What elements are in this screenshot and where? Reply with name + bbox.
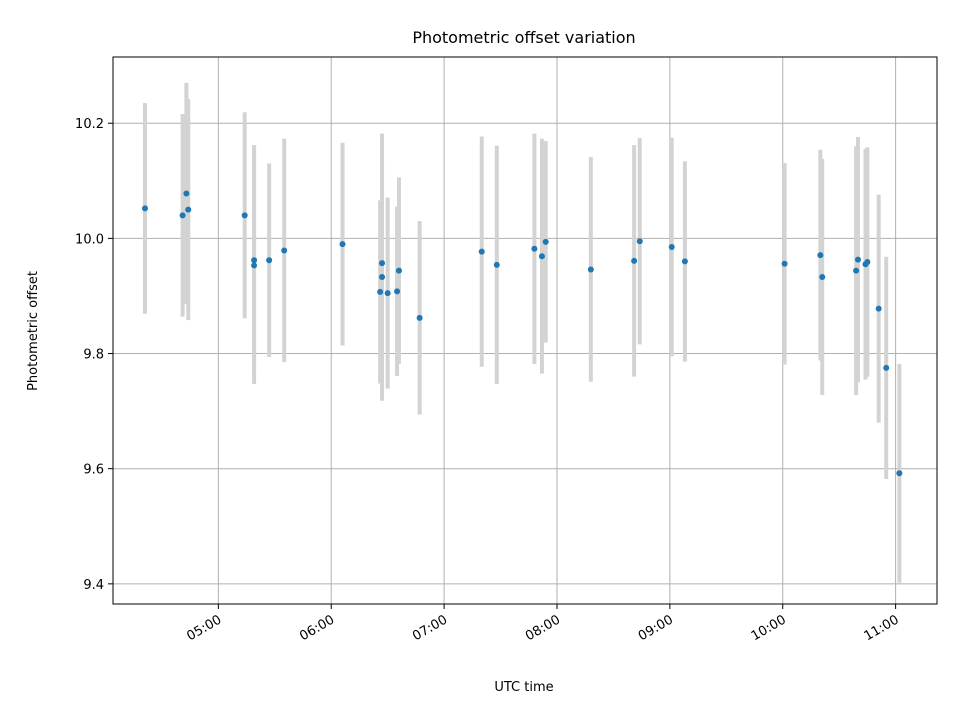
data-point (542, 238, 549, 245)
data-point (266, 257, 273, 264)
y-tick-label: 10.0 (75, 232, 104, 247)
data-point (241, 212, 248, 219)
data-point (281, 247, 288, 254)
y-axis-label: Photometric offset (26, 271, 41, 391)
data-point (883, 364, 890, 371)
data-point (896, 470, 903, 477)
data-point (631, 257, 638, 264)
data-point (179, 212, 186, 219)
data-point (185, 206, 192, 213)
data-point (864, 258, 871, 265)
data-point (668, 244, 675, 251)
data-point (251, 262, 258, 269)
y-tick-label: 10.2 (75, 117, 104, 132)
data-point (819, 273, 826, 280)
x-axis-label: UTC time (494, 680, 553, 695)
y-tick-label: 9.4 (83, 578, 104, 593)
data-point (384, 290, 391, 297)
chart-title: Photometric offset variation (412, 28, 635, 47)
data-point (853, 267, 860, 274)
data-point (636, 238, 643, 245)
data-point (395, 267, 402, 274)
data-point (681, 258, 688, 265)
data-point (394, 288, 401, 295)
data-point (251, 257, 258, 264)
data-point (493, 261, 500, 268)
data-point (538, 253, 545, 260)
data-point (379, 273, 386, 280)
data-point (141, 205, 148, 212)
data-point (379, 260, 386, 267)
data-point (183, 190, 190, 197)
data-point (416, 314, 423, 321)
data-point (339, 241, 346, 248)
data-point (781, 260, 788, 267)
data-point (817, 252, 824, 259)
data-point (478, 248, 485, 255)
data-point (377, 288, 384, 295)
y-tick-label: 9.8 (83, 348, 104, 363)
data-point (531, 245, 538, 252)
data-points (141, 190, 903, 477)
grid (113, 57, 937, 604)
plot-frame (112, 56, 938, 605)
data-point (854, 256, 861, 263)
y-tick-label: 9.6 (83, 463, 104, 478)
y-axis-ticks: 9.4 9.6 9.8 10.0 10.2 (75, 117, 113, 593)
data-point (587, 266, 594, 273)
data-point (875, 305, 882, 312)
